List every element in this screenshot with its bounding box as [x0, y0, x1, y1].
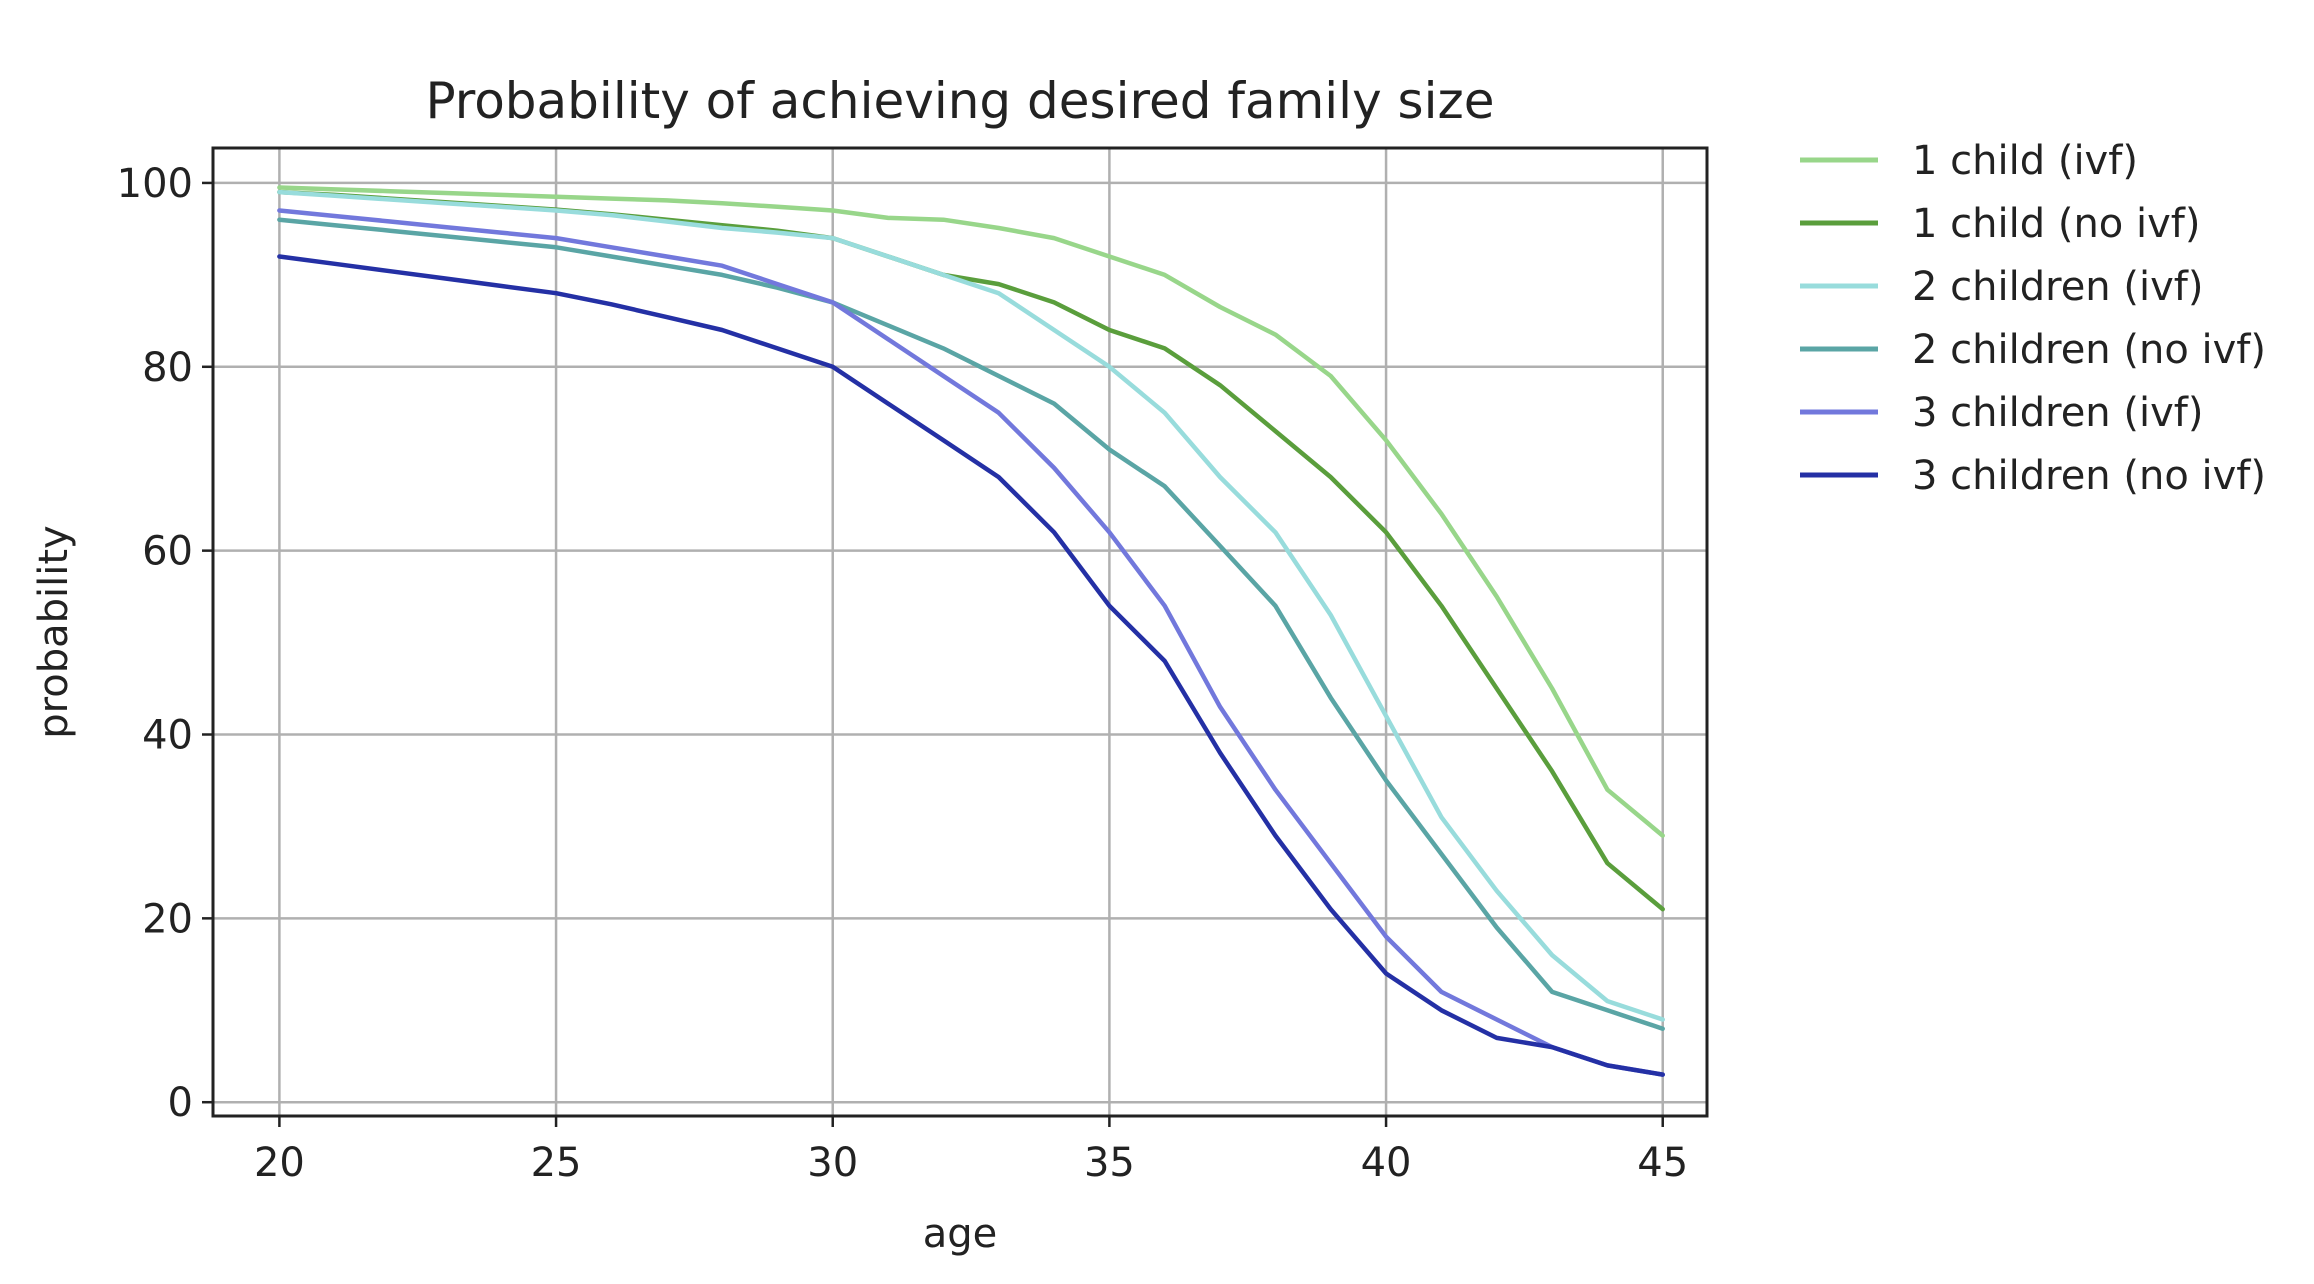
series-line-3 [277, 189, 1665, 1022]
x-axis-ticks: 20 25 30 35 40 45 [254, 1116, 1688, 1186]
grid-lines [213, 148, 1707, 1116]
legend-label-3: 2 children (ivf) [1912, 264, 2203, 310]
y-tick-label: 60 [142, 529, 193, 575]
y-axis-ticks: 0 20 40 60 80 100 [117, 161, 213, 1126]
x-axis-label: age [923, 1211, 998, 1257]
y-tick-label: 80 [142, 345, 193, 391]
plot-frame [211, 146, 1709, 1118]
chart-title: Probability of achieving desired family … [425, 72, 1494, 130]
legend-label-5: 3 children (ivf) [1912, 390, 2203, 436]
legend-label-4: 2 children (no ivf) [1912, 327, 2266, 373]
series-line-5 [277, 208, 1665, 1077]
legend-label-6: 3 children (no ivf) [1912, 453, 2266, 499]
x-tick-label: 35 [1084, 1140, 1135, 1186]
series-line-6 [277, 254, 1665, 1077]
legend-label-1: 1 child (ivf) [1912, 138, 2138, 184]
legend: 1 child (ivf) 1 child (no ivf) 2 children … [1800, 138, 2266, 499]
x-tick-label: 20 [254, 1140, 305, 1186]
legend-label-2: 1 child (no ivf) [1912, 201, 2200, 247]
series-line-4 [277, 217, 1665, 1031]
y-axis-label: probability [31, 525, 77, 738]
x-tick-label: 45 [1637, 1140, 1688, 1186]
series-line-1 [277, 185, 1665, 838]
x-tick-label: 30 [807, 1140, 858, 1186]
series-lines [277, 185, 1665, 1077]
y-tick-label: 40 [142, 712, 193, 758]
x-tick-label: 25 [531, 1140, 582, 1186]
y-tick-label: 0 [168, 1080, 193, 1126]
x-tick-label: 40 [1361, 1140, 1412, 1186]
y-tick-label: 100 [117, 161, 193, 207]
y-tick-label: 20 [142, 896, 193, 942]
